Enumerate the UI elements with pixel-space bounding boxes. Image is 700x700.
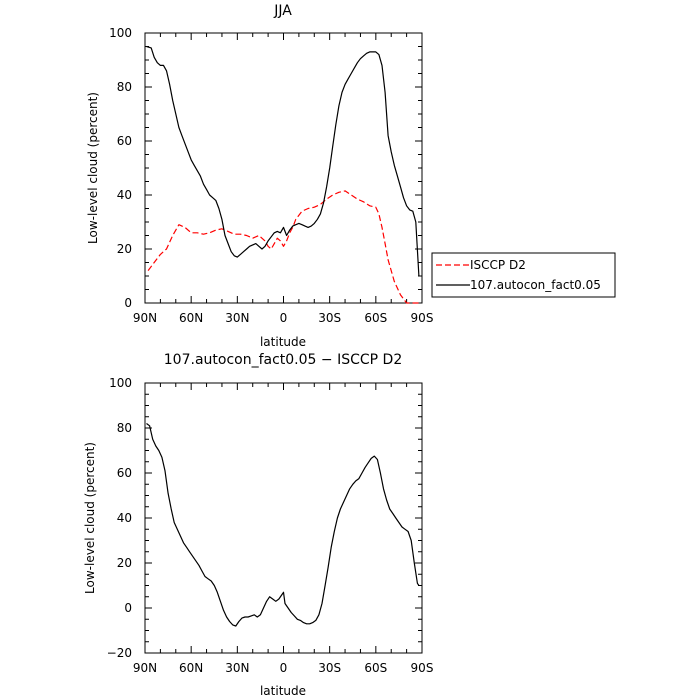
y-axis-label-top: Low-level cloud (percent) (86, 92, 100, 244)
x-tick-label: 60N (179, 661, 203, 675)
y-tick-label: 60 (117, 466, 132, 480)
x-tick-label: 60S (364, 311, 387, 325)
chart-bottom: 107.autocon_fact0.05 − ISCCP D2 latitude… (83, 352, 433, 698)
plot-frame-bottom (144, 382, 423, 654)
y-tick-label: 100 (109, 376, 132, 390)
ticks-bottom: −20 0 20 40 60 80 100 90N 60N 30N 0 30S 60S 90S (107, 376, 434, 675)
x-tick-label: 90N (133, 661, 157, 675)
x-tick-label: 90S (411, 661, 434, 675)
x-tick-label: 30S (318, 311, 341, 325)
y-tick-label: 0 (124, 601, 132, 615)
y-tick-label: 100 (109, 26, 132, 40)
x-tick-label: 0 (280, 311, 288, 325)
x-tick-label: 60N (179, 311, 203, 325)
chart-title-top: JJA (273, 3, 292, 19)
y-tick-label: 60 (117, 134, 132, 148)
chart-top: JJA latitude Low-level cloud (percent) 0… (86, 3, 433, 349)
series-line-1-0 (146, 423, 420, 627)
y-tick-label: 80 (117, 80, 132, 94)
series-top (146, 45, 420, 304)
x-tick-label: 30N (225, 311, 249, 325)
y-tick-label: −20 (107, 646, 132, 660)
ticks-top: 0 20 40 60 80 100 90N 60N 30N 0 30S 60S 90S (109, 26, 433, 325)
x-tick-label: 60S (364, 661, 387, 675)
x-tick-label: 0 (280, 661, 288, 675)
x-tick-label: 90S (411, 311, 434, 325)
x-axis-label-top: latitude (260, 335, 306, 349)
legend-label-model: 107.autocon_fact0.05 (470, 278, 601, 292)
legend: ISCCP D2 107.autocon_fact0.05 (431, 252, 616, 298)
series-line-0-0 (147, 190, 419, 304)
legend-label-isccp: ISCCP D2 (470, 258, 526, 272)
y-tick-label: 0 (124, 296, 132, 310)
y-tick-label: 20 (117, 242, 132, 256)
legend-box (431, 252, 616, 298)
series-bottom (146, 423, 420, 627)
y-tick-label: 40 (117, 188, 132, 202)
series-line-0-1 (146, 45, 420, 277)
y-tick-label: 20 (117, 556, 132, 570)
y-axis-label-bottom: Low-level cloud (percent) (83, 442, 97, 594)
x-tick-label: 90N (133, 311, 157, 325)
chart-title-bottom: 107.autocon_fact0.05 − ISCCP D2 (164, 352, 402, 368)
y-tick-label: 80 (117, 421, 132, 435)
x-tick-label: 30S (318, 661, 341, 675)
x-tick-label: 30N (225, 661, 249, 675)
y-tick-label: 40 (117, 511, 132, 525)
x-axis-label-bottom: latitude (260, 684, 306, 698)
plot-frame-top (144, 32, 423, 304)
